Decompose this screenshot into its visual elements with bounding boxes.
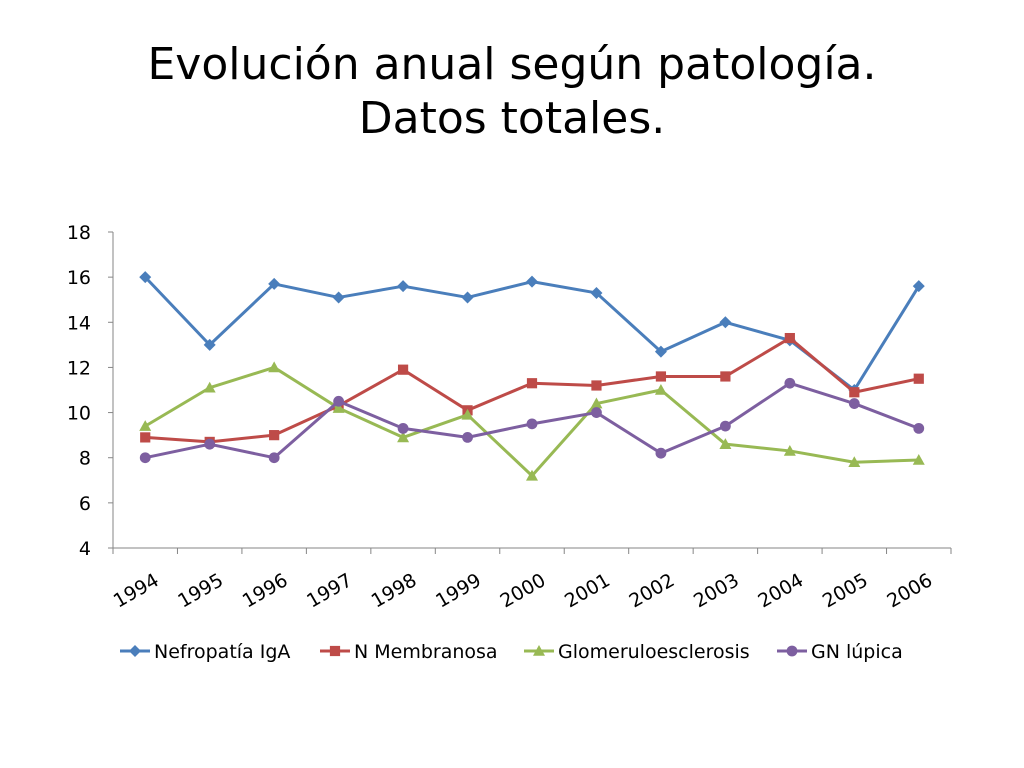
- x-tick-label: 2004: [754, 569, 807, 612]
- data-point: [268, 361, 281, 373]
- data-point: [719, 420, 731, 432]
- data-point: [654, 384, 667, 395]
- x-tick-label: 1995: [174, 569, 227, 612]
- data-point: [333, 395, 345, 407]
- y-tick-label: 12: [67, 357, 91, 379]
- data-point: [139, 271, 152, 284]
- data-point: [140, 432, 151, 443]
- y-tick-label: 18: [67, 222, 91, 244]
- legend-item: Nefropatía IgA: [120, 641, 290, 663]
- data-point: [912, 453, 925, 465]
- data-point: [913, 373, 924, 384]
- slide-title-line-1: Evolución anual según patología.: [147, 39, 877, 90]
- data-point: [590, 397, 603, 409]
- data-point: [784, 332, 795, 344]
- data-point: [526, 418, 538, 430]
- legend-item: GN lúpica: [777, 641, 903, 663]
- series-line: [144, 276, 921, 392]
- x-tick-label: 2000: [497, 569, 550, 612]
- data-point: [397, 280, 410, 293]
- data-point: [719, 438, 732, 449]
- data-point: [655, 447, 667, 459]
- legend-marker: [129, 645, 141, 657]
- legend-item: Glomeruloesclerosis: [524, 641, 750, 663]
- data-point: [203, 338, 216, 351]
- data-point: [849, 387, 860, 398]
- slide-title-line-2: Datos totales.: [358, 93, 666, 144]
- series-n-membranosa: [140, 332, 924, 448]
- series-gn-lupica: [139, 377, 925, 464]
- data-point: [848, 456, 861, 468]
- x-tick-label: 1999: [432, 569, 485, 612]
- chart-axes: 4 6 8 10 12 14 16 18 1994 1995 1996 1997 1998 1999 200…: [67, 222, 952, 612]
- data-point: [912, 280, 925, 293]
- legend-label: GN lúpica: [811, 641, 903, 663]
- y-tick-label: 16: [67, 267, 91, 289]
- data-point: [526, 378, 538, 389]
- data-point: [397, 422, 409, 434]
- data-point: [397, 364, 409, 375]
- data-point: [332, 291, 345, 304]
- x-tick-label: 1994: [110, 569, 163, 612]
- x-tick-label: 2005: [819, 569, 872, 612]
- data-point: [655, 371, 667, 382]
- legend-label: Nefropatía IgA: [154, 641, 290, 663]
- x-tick-label: 2001: [561, 569, 614, 612]
- legend-item: N Membranosa: [320, 641, 498, 663]
- data-point: [591, 407, 602, 418]
- x-tick-label: 1997: [303, 569, 356, 612]
- data-point: [461, 408, 474, 420]
- data-point: [720, 371, 731, 382]
- legend-marker: [533, 645, 545, 656]
- data-point: [204, 438, 216, 450]
- x-tick-label: 1996: [239, 569, 292, 612]
- data-point: [783, 444, 796, 456]
- data-point: [203, 381, 216, 393]
- data-point: [268, 452, 280, 464]
- data-point: [590, 286, 603, 299]
- data-point: [591, 380, 602, 391]
- data-point: [526, 469, 538, 481]
- data-point: [848, 398, 860, 409]
- x-tick-label: 1998: [368, 569, 421, 612]
- legend-marker: [786, 645, 798, 657]
- chart-legend: Nefropatía IgA N Membranosa Glomeruloescle…: [120, 641, 903, 663]
- y-tick-label: 4: [79, 538, 91, 560]
- series-nefropatia-iga: [139, 271, 925, 396]
- data-point: [719, 316, 732, 329]
- data-point: [397, 431, 410, 443]
- y-tick-label: 8: [79, 448, 91, 470]
- data-point: [269, 430, 280, 441]
- series-glomeruloesclerosis: [139, 361, 925, 481]
- legend-marker: [329, 645, 341, 657]
- slide-title: Evolución anual según patología. Datos t…: [0, 38, 1024, 146]
- chart-series: [139, 271, 925, 481]
- x-tick-label: 2002: [625, 569, 678, 612]
- data-point: [268, 277, 281, 290]
- legend-label: Glomeruloesclerosis: [558, 641, 750, 663]
- data-point: [461, 291, 474, 304]
- data-point: [913, 422, 925, 434]
- data-point: [139, 420, 152, 431]
- data-point: [462, 432, 473, 443]
- legend-label: N Membranosa: [354, 641, 498, 663]
- data-point: [332, 402, 345, 413]
- data-point: [526, 275, 538, 288]
- x-tick-label: 2006: [883, 569, 936, 612]
- data-point: [139, 452, 151, 464]
- y-tick-label: 10: [67, 403, 91, 425]
- y-tick-label: 6: [79, 493, 91, 515]
- data-point: [784, 377, 796, 389]
- data-point: [654, 345, 667, 358]
- x-tick-label: 2003: [690, 569, 743, 612]
- y-tick-label: 14: [67, 312, 91, 334]
